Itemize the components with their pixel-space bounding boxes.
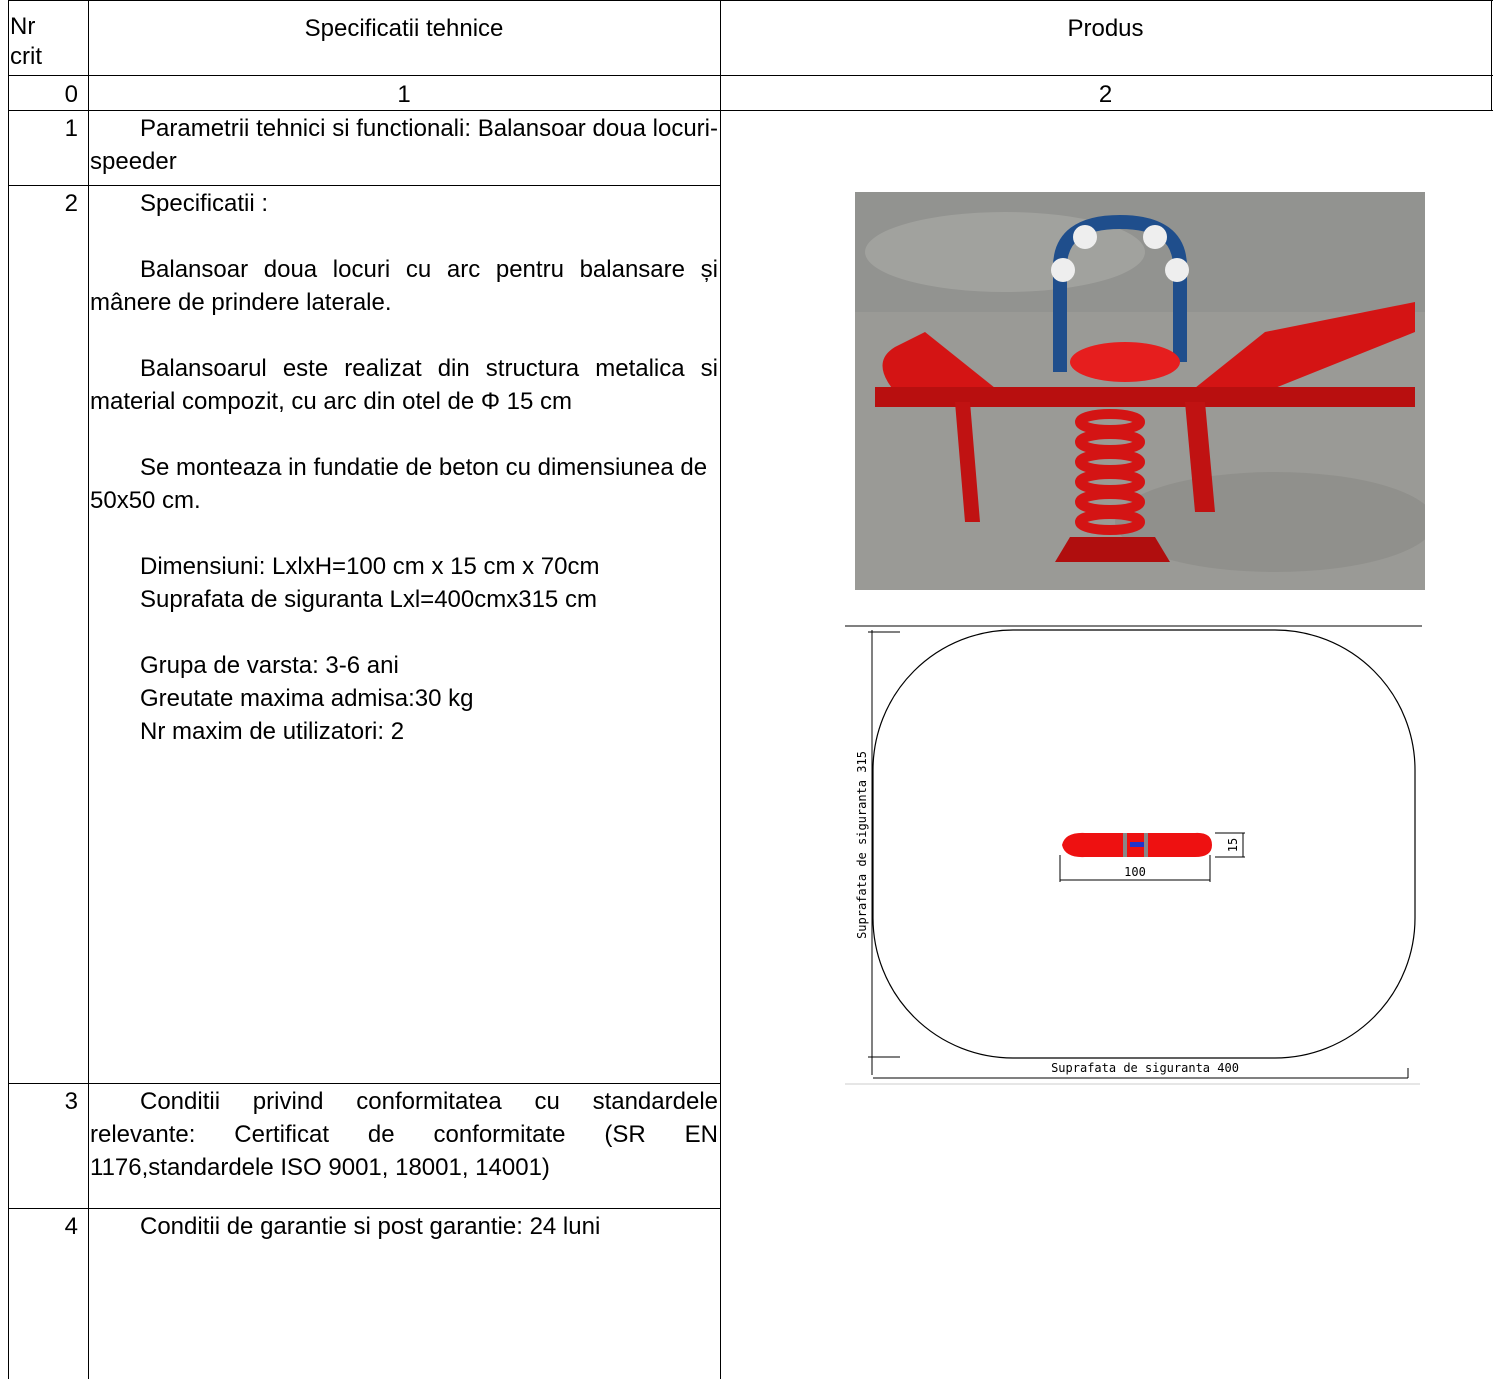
rule bbox=[8, 75, 1493, 76]
rule bbox=[720, 0, 721, 1379]
rule bbox=[8, 0, 9, 1379]
spec-line: Greutate maxima admisa:30 kg bbox=[140, 685, 474, 712]
rule bbox=[1491, 0, 1492, 110]
rule bbox=[88, 0, 89, 1379]
rule bbox=[8, 110, 1493, 111]
header-spec: Specificatii tehnice bbox=[304, 15, 504, 42]
spec-text: Specificatii : Balansoar doua locuri cu a… bbox=[90, 187, 718, 781]
spec-line: Dimensiuni: LxlxH=100 cm x 15 cm x 70cm bbox=[140, 553, 600, 580]
spec-line: Nr maxim de utilizatori: 2 bbox=[140, 718, 405, 745]
spec-group: Grupa de varsta: 3-6 ani Greutate maxima … bbox=[90, 649, 718, 748]
row-number: 3 bbox=[64, 1088, 78, 1115]
rule bbox=[8, 1208, 720, 1209]
header-product: Produs bbox=[1067, 15, 1144, 42]
index: 1 bbox=[397, 81, 411, 108]
spec-paragraph: Se monteaza in fundatie de beton cu dime… bbox=[90, 454, 708, 514]
index: 2 bbox=[1098, 81, 1113, 108]
spec-text: Conditii de garantie si post garantie: 2… bbox=[90, 1210, 718, 1276]
spec-paragraph: Conditii privind conformitatea cu standa… bbox=[90, 1088, 718, 1181]
rule bbox=[8, 185, 720, 186]
spec-text: Conditii privind conformitatea cu standa… bbox=[90, 1085, 718, 1217]
spec-line: Grupa de varsta: 3-6 ani bbox=[140, 652, 399, 679]
spec-paragraph: Balansoarul este realizat din structura … bbox=[90, 355, 718, 415]
width-label: Suprafata de siguranta 400 bbox=[1051, 1061, 1239, 1075]
row-number: 4 bbox=[64, 1213, 78, 1240]
spec-paragraph: Parametrii tehnici si functionali: Balan… bbox=[90, 115, 718, 175]
row-number: 2 bbox=[64, 190, 78, 217]
spec-line: Suprafata de siguranta Lxl=400cmx315 cm bbox=[140, 586, 597, 613]
spec-group: Dimensiuni: LxlxH=100 cm x 15 cm x 70cm S… bbox=[90, 550, 718, 616]
length-label: 100 bbox=[1124, 865, 1146, 879]
rule bbox=[8, 0, 1493, 1]
depth-label: 15 bbox=[1226, 838, 1240, 852]
rule bbox=[8, 1083, 720, 1084]
spec-paragraph: Conditii de garantie si post garantie: 2… bbox=[140, 1213, 601, 1240]
index: 0 bbox=[64, 81, 78, 108]
header-nr: Nr crit bbox=[10, 13, 42, 70]
spec-paragraph: Specificatii : bbox=[140, 190, 269, 217]
spec-paragraph: Balansoar doua locuri cu arc pentru bala… bbox=[90, 256, 718, 316]
spec-text: Parametrii tehnici si functionali: Balan… bbox=[90, 112, 718, 211]
product-photo bbox=[855, 192, 1425, 590]
safety-diagram: Suprafata de siguranta 400 Suprafata de … bbox=[845, 625, 1422, 1085]
row-number: 1 bbox=[64, 115, 78, 142]
height-label: Suprafata de siguranta 315 bbox=[855, 751, 869, 939]
